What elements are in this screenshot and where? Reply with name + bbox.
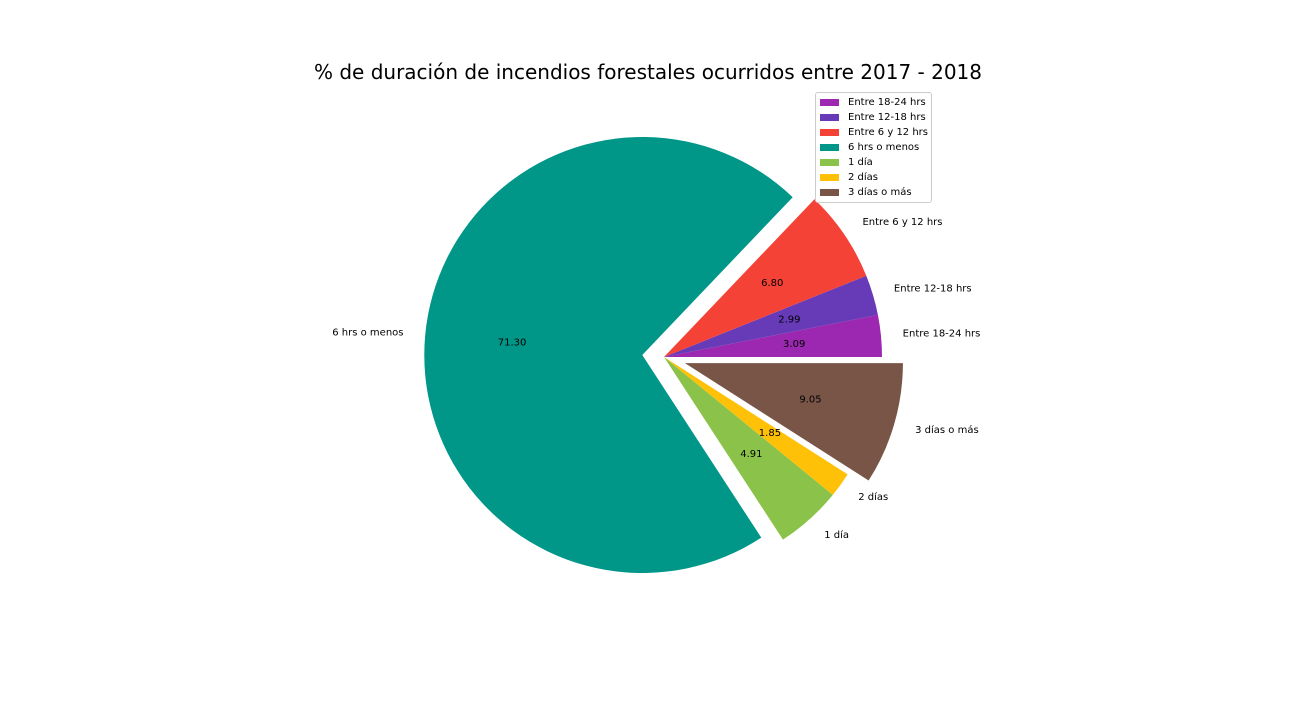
legend-swatch — [820, 129, 839, 136]
chart-title: % de duración de incendios forestales oc… — [313, 60, 982, 84]
legend-swatch — [820, 144, 839, 151]
slice-value-label: 3.09 — [783, 339, 805, 350]
legend-item: Entre 12-18 hrs — [816, 110, 931, 125]
slice-category-label: Entre 18-24 hrs — [903, 328, 981, 339]
legend-item: 6 hrs o menos — [816, 140, 931, 155]
slice-category-label: Entre 12-18 hrs — [894, 283, 972, 294]
legend: Entre 18-24 hrs Entre 12-18 hrs Entre 6 y … — [815, 92, 932, 203]
slice-value-label: 2.99 — [778, 314, 800, 325]
legend-label: 2 días — [848, 172, 879, 183]
legend-label: 6 hrs o menos — [848, 142, 920, 153]
slice-value-label: 4.91 — [740, 449, 762, 460]
legend-swatch — [820, 189, 839, 196]
slice-category-label: Entre 6 y 12 hrs — [862, 217, 942, 228]
legend-label: Entre 18-24 hrs — [848, 97, 926, 108]
slice-category-label: 3 días o más — [915, 424, 979, 436]
legend-swatch — [820, 159, 839, 166]
slice-value-label: 1.85 — [759, 428, 781, 439]
slice-value-label: 6.80 — [761, 278, 783, 289]
legend-label: Entre 6 y 12 hrs — [848, 127, 928, 138]
legend-swatch — [820, 99, 839, 106]
pie-slice — [424, 136, 793, 573]
pie-slice — [664, 199, 867, 357]
pie-slice — [664, 275, 878, 357]
legend-item: 2 días — [816, 170, 931, 185]
pie-slice — [664, 314, 882, 357]
slice-category-label: 1 día — [824, 529, 849, 541]
pie-slice — [664, 357, 833, 540]
legend-swatch — [820, 114, 839, 121]
slice-value-label: 71.30 — [498, 337, 527, 348]
legend-item: 3 días o más — [816, 185, 931, 200]
legend-item: Entre 6 y 12 hrs — [816, 125, 931, 140]
legend-item: Entre 18-24 hrs — [816, 95, 931, 110]
pie-slice — [664, 357, 848, 495]
slice-value-label: 9.05 — [799, 394, 821, 405]
legend-label: Entre 12-18 hrs — [848, 112, 926, 123]
pie-slice — [684, 363, 903, 481]
legend-item: 1 día — [816, 155, 931, 170]
legend-label: 1 día — [848, 157, 873, 168]
legend-swatch — [820, 174, 839, 181]
legend-label: 3 días o más — [848, 187, 912, 198]
slice-category-label: 6 hrs o menos — [332, 327, 403, 338]
slice-category-label: 2 días — [858, 491, 888, 503]
